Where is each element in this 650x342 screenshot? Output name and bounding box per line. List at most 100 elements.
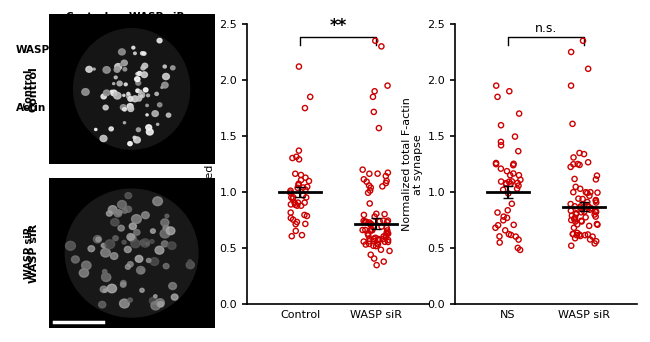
Ellipse shape bbox=[132, 46, 135, 49]
Point bbox=[364, 236, 374, 241]
Ellipse shape bbox=[103, 269, 107, 274]
Point bbox=[498, 187, 508, 193]
Point bbox=[490, 225, 501, 231]
Point bbox=[502, 215, 512, 221]
Point bbox=[507, 179, 517, 184]
Ellipse shape bbox=[160, 229, 170, 238]
Point bbox=[571, 211, 581, 216]
Point bbox=[514, 172, 524, 178]
Point bbox=[508, 222, 519, 227]
Point bbox=[365, 188, 375, 193]
Ellipse shape bbox=[141, 72, 148, 78]
Ellipse shape bbox=[147, 94, 150, 97]
Point bbox=[367, 227, 378, 233]
Ellipse shape bbox=[107, 284, 116, 293]
Ellipse shape bbox=[144, 88, 148, 92]
Point bbox=[294, 157, 304, 162]
Ellipse shape bbox=[79, 269, 88, 277]
Point bbox=[365, 185, 376, 190]
Text: **: ** bbox=[330, 17, 346, 35]
Point bbox=[496, 179, 506, 184]
Ellipse shape bbox=[120, 299, 129, 308]
Ellipse shape bbox=[59, 40, 120, 63]
Y-axis label: Normalized F-actin foci: Normalized F-actin foci bbox=[205, 100, 215, 228]
Point bbox=[580, 232, 590, 238]
Ellipse shape bbox=[146, 125, 151, 130]
Point bbox=[374, 237, 384, 243]
Ellipse shape bbox=[188, 260, 192, 263]
Point bbox=[566, 164, 576, 170]
Ellipse shape bbox=[117, 81, 122, 86]
Point bbox=[291, 228, 301, 234]
Point bbox=[568, 189, 578, 195]
Point bbox=[575, 205, 585, 210]
Point bbox=[582, 190, 593, 196]
Y-axis label: Normalized total F-actin
at synapse: Normalized total F-actin at synapse bbox=[402, 97, 423, 231]
Point bbox=[369, 89, 380, 94]
Point bbox=[304, 178, 314, 184]
Point bbox=[577, 219, 587, 224]
Point bbox=[365, 228, 375, 233]
Ellipse shape bbox=[127, 94, 131, 97]
Point bbox=[590, 209, 601, 214]
Ellipse shape bbox=[129, 223, 136, 229]
Point bbox=[499, 214, 509, 219]
Ellipse shape bbox=[138, 92, 145, 98]
Ellipse shape bbox=[150, 258, 159, 265]
Bar bbox=[55, 30, 194, 142]
Point bbox=[566, 49, 577, 55]
Ellipse shape bbox=[161, 87, 163, 88]
Point bbox=[366, 221, 376, 227]
Point bbox=[380, 211, 390, 217]
Point bbox=[358, 227, 368, 233]
Point bbox=[289, 200, 300, 206]
Ellipse shape bbox=[63, 45, 108, 59]
Ellipse shape bbox=[88, 246, 95, 252]
Ellipse shape bbox=[94, 236, 101, 243]
Point bbox=[494, 234, 504, 239]
Ellipse shape bbox=[127, 101, 179, 118]
Ellipse shape bbox=[136, 128, 140, 132]
Ellipse shape bbox=[151, 229, 155, 233]
Ellipse shape bbox=[103, 105, 108, 110]
Point bbox=[510, 134, 520, 139]
Point bbox=[580, 189, 591, 195]
Ellipse shape bbox=[168, 242, 176, 249]
Ellipse shape bbox=[120, 64, 123, 66]
Ellipse shape bbox=[122, 240, 126, 244]
Point bbox=[300, 175, 311, 181]
Ellipse shape bbox=[103, 90, 110, 96]
Ellipse shape bbox=[128, 106, 134, 111]
Point bbox=[371, 211, 382, 216]
Point bbox=[567, 231, 578, 237]
Point bbox=[300, 200, 310, 206]
Ellipse shape bbox=[109, 127, 113, 131]
Point bbox=[506, 201, 517, 207]
Point bbox=[514, 237, 524, 242]
Ellipse shape bbox=[140, 52, 144, 55]
Point bbox=[382, 225, 392, 231]
Ellipse shape bbox=[121, 60, 127, 66]
Point bbox=[358, 218, 369, 224]
Point bbox=[588, 234, 598, 239]
Ellipse shape bbox=[107, 211, 112, 216]
Point bbox=[302, 184, 313, 189]
Point bbox=[503, 191, 514, 196]
Point bbox=[361, 242, 371, 247]
Point bbox=[373, 236, 384, 242]
Ellipse shape bbox=[125, 265, 131, 269]
Point bbox=[508, 161, 519, 167]
Point bbox=[566, 243, 577, 249]
Ellipse shape bbox=[142, 63, 148, 68]
Point bbox=[570, 219, 580, 224]
Point bbox=[573, 196, 584, 201]
Point bbox=[584, 204, 594, 210]
Ellipse shape bbox=[140, 240, 145, 245]
Point bbox=[511, 234, 521, 239]
Point bbox=[591, 200, 601, 205]
Point bbox=[296, 203, 306, 208]
Ellipse shape bbox=[157, 123, 159, 126]
Ellipse shape bbox=[169, 282, 176, 290]
Ellipse shape bbox=[128, 298, 133, 302]
Point bbox=[592, 221, 602, 227]
